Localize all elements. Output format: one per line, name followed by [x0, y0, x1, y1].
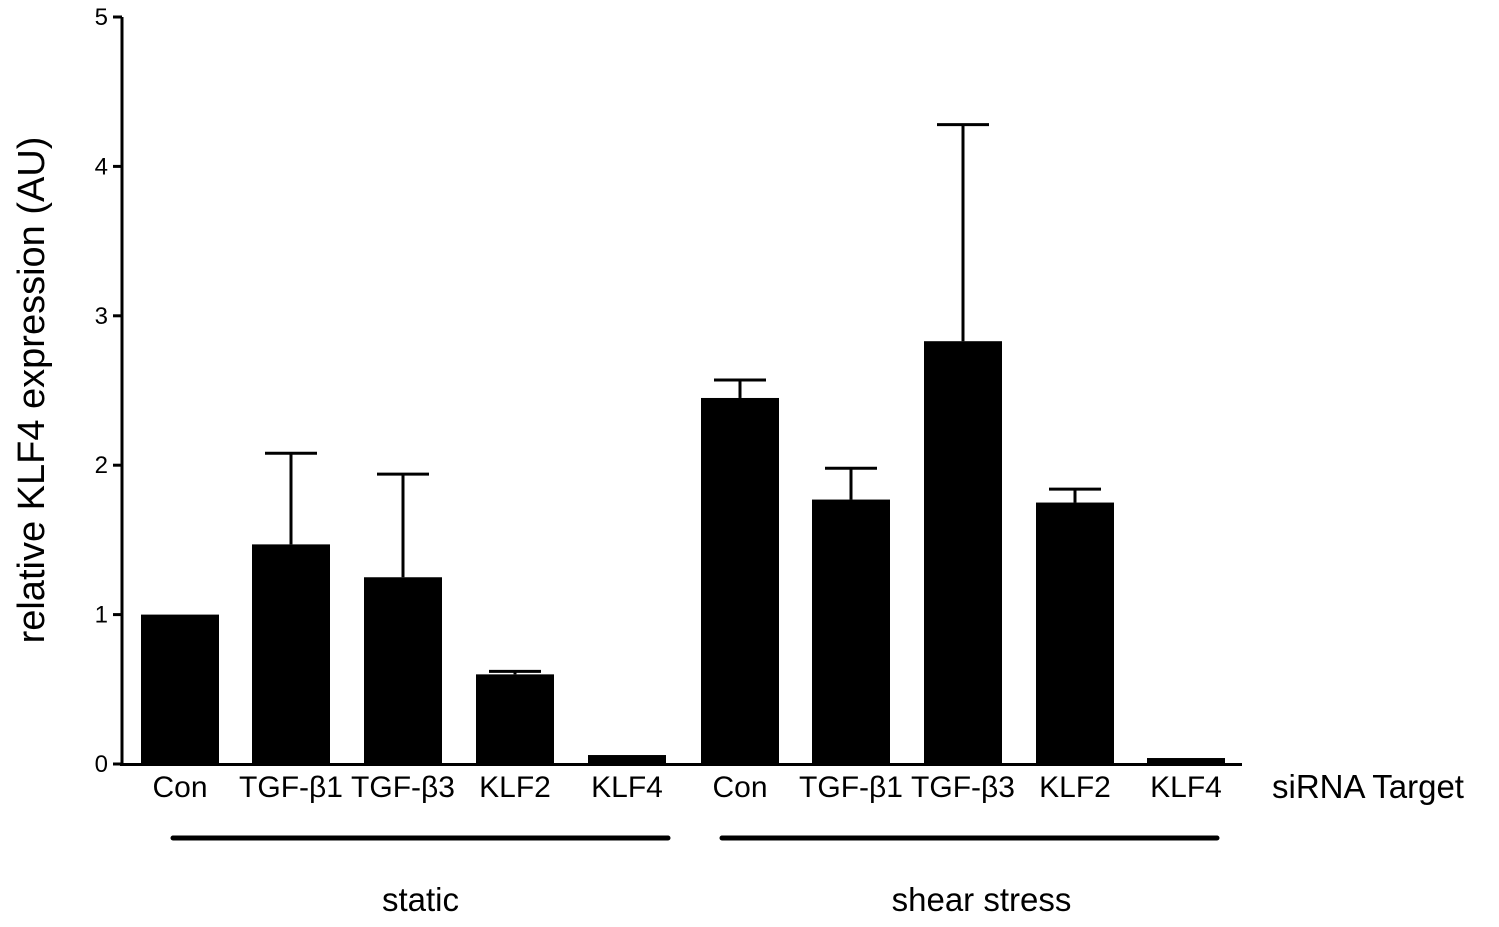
category-labels: Con TGF-β1 TGF-β3 KLF2 KLF4 Con TGF-β1 TGF-β3 KL… — [152, 771, 1221, 804]
category-label: KLF2 — [479, 771, 551, 804]
bar-static-klf2 — [476, 674, 554, 764]
group-label: static — [382, 881, 459, 918]
category-label: KLF2 — [1039, 771, 1111, 804]
y-tick-label: 3 — [95, 303, 108, 330]
bar-static-con — [141, 614, 219, 764]
y-tick-label: 4 — [95, 153, 108, 180]
group-brackets: static shear stress — [170, 835, 1220, 918]
y-axis-label: relative KLF4 expression (AU) — [11, 137, 53, 644]
error-bars — [265, 123, 1101, 675]
y-tick-label: 2 — [95, 452, 108, 479]
x-axis-label: siRNA Target — [1272, 768, 1464, 805]
category-label: TGF-β1 — [799, 771, 903, 804]
bars — [141, 341, 1225, 764]
category-label: KLF4 — [1150, 771, 1222, 804]
category-label: TGF-β3 — [911, 771, 1015, 804]
category-label: Con — [712, 771, 767, 804]
bar-shear-stress-klf2 — [1036, 502, 1114, 764]
bar-shear-stress-con — [701, 397, 779, 764]
y-tick-label: 0 — [95, 751, 108, 778]
category-label: TGF-β3 — [351, 771, 455, 804]
category-label: TGF-β1 — [239, 771, 343, 804]
category-label: KLF4 — [591, 771, 663, 804]
y-axis: 0 1 2 3 4 5 — [95, 4, 124, 778]
group-label: shear stress — [892, 881, 1072, 918]
y-tick-label: 1 — [95, 602, 108, 629]
bar-static-klf4 — [588, 755, 666, 764]
bar-static-tgf-3 — [364, 577, 442, 764]
y-tick-label: 5 — [95, 4, 108, 31]
bar-static-tgf-1 — [252, 544, 330, 764]
bar-shear-stress-tgf-1 — [812, 499, 890, 764]
bar-shear-stress-klf4 — [1147, 758, 1225, 764]
bar-shear-stress-tgf-3 — [924, 341, 1002, 764]
category-label: Con — [152, 771, 207, 804]
